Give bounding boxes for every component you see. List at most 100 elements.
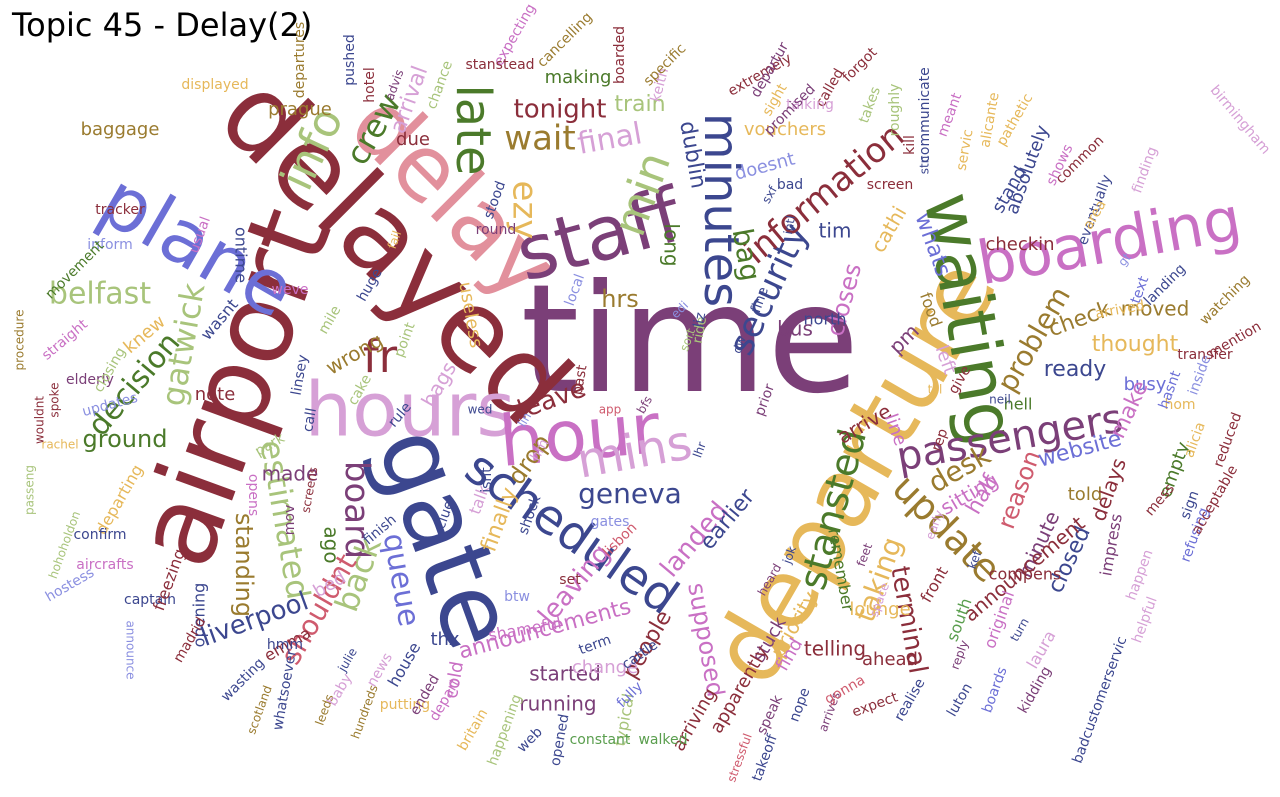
cloud-word-lin: lin — [515, 410, 534, 429]
page-title: Topic 45 - Delay(2) — [12, 6, 313, 44]
cloud-word-weve: weve — [272, 282, 309, 298]
cloud-word-gates: gates — [591, 514, 630, 530]
cloud-word-wait: wait — [504, 119, 575, 159]
cloud-word-wouldnt: wouldnt — [33, 396, 47, 444]
cloud-word-hundreds: hundreds — [348, 683, 380, 741]
cloud-word-kef: kef — [965, 548, 985, 571]
cloud-word-set: set — [559, 572, 581, 588]
cloud-word-told: told — [1068, 484, 1103, 505]
cloud-word-reply: reply — [948, 638, 971, 671]
cloud-word-ground: ground — [83, 425, 168, 453]
cloud-word-britain: britain — [455, 706, 492, 753]
cloud-word-neil: neil — [989, 393, 1011, 407]
cloud-word-confirm: confirm — [73, 527, 126, 543]
cloud-word-long: long — [660, 223, 684, 266]
cloud-word-web: web — [514, 724, 546, 756]
cloud-word-hours: hours — [305, 366, 516, 454]
cloud-word-hour: hour — [496, 387, 663, 483]
cloud-word-birmingham: birmingham — [1207, 82, 1274, 157]
cloud-word-happening: happening — [485, 692, 525, 767]
cloud-word-board: board — [337, 461, 377, 559]
cloud-word-speak: speak — [754, 692, 786, 737]
cloud-word-helpful: helpful — [1129, 595, 1160, 646]
cloud-word-spoke: spoke — [48, 382, 62, 417]
cloud-word-btw: btw — [504, 589, 530, 605]
cloud-word-communicate: communicate — [917, 67, 933, 163]
cloud-word-boards: boards — [979, 665, 1010, 715]
cloud-word-ontime: ontime — [232, 227, 251, 283]
cloud-word-ready: ready — [1044, 357, 1107, 382]
cloud-word-belfast: belfast — [49, 277, 151, 312]
cloud-word-busy: busy — [1124, 374, 1167, 395]
cloud-word-opens: opens — [245, 474, 261, 516]
cloud-word-happen: happen — [1123, 547, 1156, 602]
cloud-word-baby: baby — [324, 671, 355, 709]
cloud-word-call: call — [300, 407, 320, 433]
cloud-word-mention: mention — [1206, 319, 1264, 362]
cloud-word-putting: putting — [380, 697, 430, 713]
cloud-word-reduced: reduced — [1211, 410, 1246, 469]
cloud-word-inform: inform — [87, 237, 132, 253]
cloud-word-due: due — [396, 129, 430, 150]
cloud-word-lhr: lhr — [690, 440, 709, 460]
cloud-word-passeng: passeng — [23, 465, 37, 515]
cloud-word-standing: standing — [230, 513, 258, 617]
cloud-word-late: late — [445, 84, 501, 175]
cloud-word-liz: liz — [691, 311, 709, 329]
cloud-word-kill: kill — [902, 135, 918, 155]
cloud-word-stanstead: stanstead — [465, 57, 534, 73]
cloud-word-north: north — [804, 310, 847, 329]
cloud-word-train: train — [614, 92, 665, 117]
cloud-word-thought: thought — [1092, 332, 1179, 357]
cloud-word-dw: dw — [730, 334, 749, 355]
cloud-word-departures: departures — [292, 22, 308, 98]
cloud-word-roughly: roughly — [887, 84, 903, 137]
cloud-word-isnt: isnt — [479, 467, 495, 493]
cloud-word-geneva: geneva — [578, 477, 682, 510]
cloud-word-turn: turn — [1007, 616, 1031, 644]
cloud-word-intl: intl — [781, 214, 798, 235]
cloud-word-constant: constant — [570, 732, 631, 748]
cloud-word-rachel: rachel — [41, 438, 78, 452]
cloud-word-fr: fr — [363, 330, 398, 383]
cloud-word-mov: mov — [282, 505, 298, 536]
cloud-word-takeoff: takeoff — [749, 732, 781, 783]
cloud-word-vouchers: vouchers — [744, 119, 826, 140]
cloud-word-captain: captain — [124, 592, 176, 608]
cloud-word-alicia: alicia — [1181, 420, 1209, 460]
cloud-word-hmm: hmm — [267, 637, 303, 653]
cloud-word-front: front — [916, 563, 951, 605]
cloud-word-baggage: baggage — [81, 119, 160, 140]
cloud-word-ezy: ezy — [505, 181, 545, 240]
cloud-word-opening: opening — [190, 583, 209, 648]
cloud-word-bus: bus — [777, 317, 813, 341]
cloud-word-ago: ago — [320, 526, 344, 563]
cloud-word-time: time — [521, 253, 860, 427]
cloud-word-checkin: checkin — [985, 234, 1054, 255]
cloud-word-minutes: minutes — [693, 113, 749, 307]
cloud-word-takes: takes — [856, 85, 884, 126]
cloud-word-servic: servic — [954, 128, 977, 172]
cloud-word-tracker: tracker — [95, 202, 145, 218]
cloud-word-prague: prague — [268, 99, 332, 120]
cloud-word-cathi: cathi — [866, 202, 911, 257]
cloud-word-hom: hom — [1164, 397, 1195, 413]
cloud-word-past: past — [569, 363, 590, 396]
cloud-word-ride: ride — [690, 315, 710, 345]
cloud-word-term: term — [577, 632, 614, 658]
cloud-word-elderly: elderly — [66, 372, 114, 388]
cloud-word-talking: talking — [786, 97, 834, 113]
cloud-word-boarded: boarded — [612, 26, 628, 84]
cloud-word-lounge: lounge — [849, 599, 910, 620]
cloud-word-badcustomerservic: badcustomerservic — [1070, 634, 1131, 765]
cloud-word-making: making — [545, 67, 612, 88]
cloud-word-telling: telling — [804, 637, 866, 661]
cloud-word-displayed: displayed — [181, 77, 248, 93]
cloud-word-cancelling: cancelling — [534, 9, 595, 70]
cloud-word-round: round — [476, 222, 517, 238]
cloud-word-aircrafts: aircrafts — [76, 557, 133, 573]
cloud-word-hotel: hotel — [362, 67, 378, 102]
cloud-word-hell: hell — [1004, 395, 1033, 414]
cloud-word-transfer: transfer — [1177, 347, 1233, 363]
